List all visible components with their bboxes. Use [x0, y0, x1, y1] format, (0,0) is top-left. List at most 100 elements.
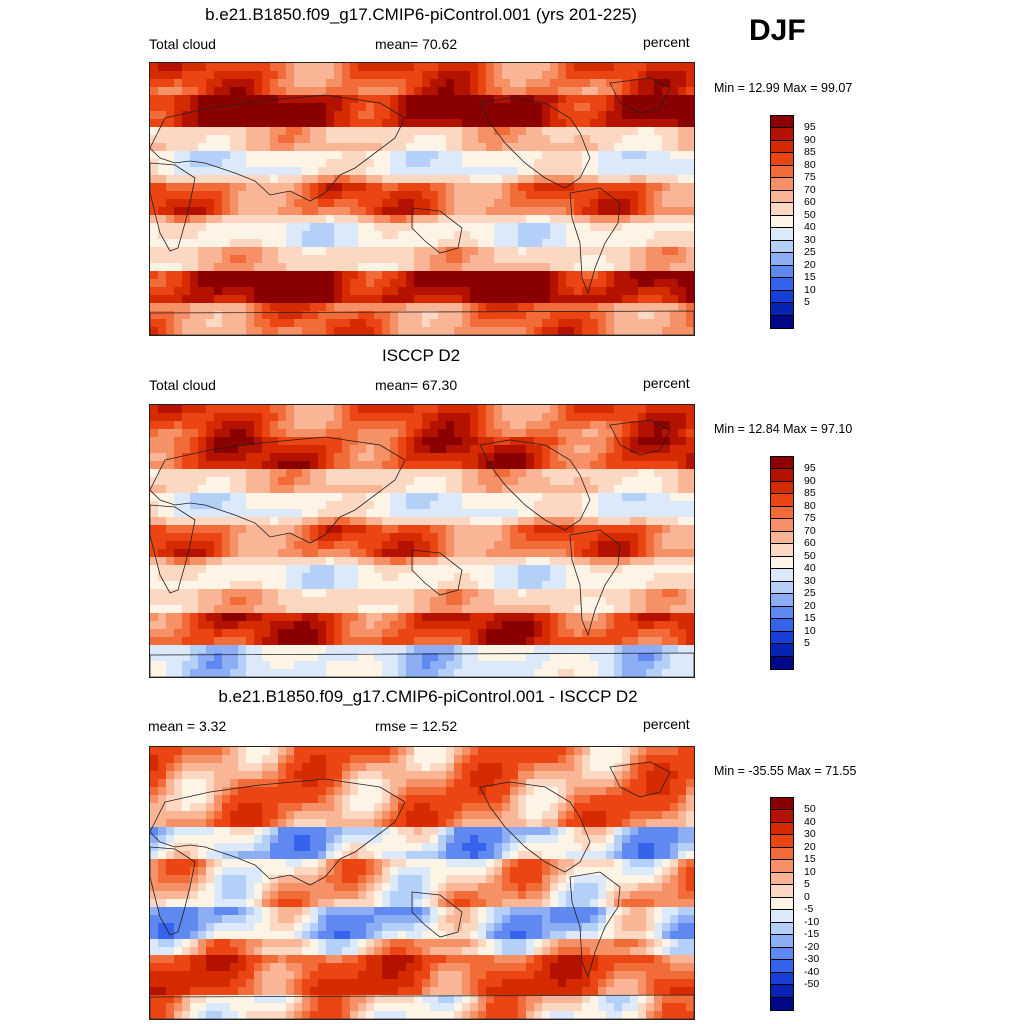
field-cell	[150, 319, 159, 328]
field-cell	[430, 653, 439, 662]
field-cell	[230, 565, 239, 574]
field-cell	[654, 485, 663, 494]
field-cell	[390, 215, 399, 224]
field-cell	[334, 271, 343, 280]
field-cell	[150, 645, 159, 654]
field-cell	[342, 549, 351, 558]
field-cell	[630, 605, 639, 614]
field-cell	[398, 541, 407, 550]
field-cell	[630, 279, 639, 288]
field-cell	[550, 143, 559, 152]
field-cell	[534, 263, 543, 272]
field-cell	[294, 763, 303, 772]
field-cell	[318, 779, 327, 788]
field-cell	[214, 613, 223, 622]
field-cell	[190, 637, 199, 646]
field-cell	[206, 175, 215, 184]
field-cell	[174, 763, 183, 772]
field-cell	[638, 119, 647, 128]
field-cell	[654, 771, 663, 780]
field-cell	[686, 493, 694, 502]
field-cell	[486, 327, 495, 335]
field-cell	[206, 87, 215, 96]
field-cell	[454, 175, 463, 184]
field-cell	[662, 621, 671, 630]
field-cell	[382, 95, 391, 104]
field-cell	[174, 103, 183, 112]
field-cell	[686, 71, 694, 80]
field-cell	[670, 255, 679, 264]
field-cell	[422, 501, 431, 510]
field-cell	[470, 437, 479, 446]
field-cell	[294, 565, 303, 574]
field-cell	[150, 263, 159, 272]
field-cell	[630, 581, 639, 590]
field-cell	[302, 629, 311, 638]
field-cell	[518, 151, 527, 160]
field-cell	[630, 589, 639, 598]
field-cell	[382, 453, 391, 462]
field-cell	[166, 597, 175, 606]
field-cell	[382, 303, 391, 312]
field-cell	[150, 779, 159, 788]
colorbar-swatch	[771, 569, 793, 582]
field-cell	[590, 103, 599, 112]
field-cell	[366, 501, 375, 510]
field-cell	[222, 311, 231, 320]
field-cell	[374, 645, 383, 654]
field-cell	[358, 111, 367, 120]
field-cell	[374, 541, 383, 550]
field-cell	[462, 295, 471, 304]
field-cell	[582, 183, 591, 192]
field-cell	[358, 327, 367, 335]
field-cell	[614, 159, 623, 168]
field-cell	[510, 597, 519, 606]
field-cell	[334, 111, 343, 120]
field-cell	[574, 159, 583, 168]
field-cell	[534, 517, 543, 526]
field-cell	[662, 469, 671, 478]
field-cell	[294, 319, 303, 328]
field-cell	[286, 111, 295, 120]
field-cell	[262, 413, 271, 422]
field-cell	[158, 95, 167, 104]
field-cell	[262, 223, 271, 232]
field-cell	[222, 453, 231, 462]
field-cell	[454, 159, 463, 168]
field-cell	[206, 549, 215, 558]
field-cell	[382, 421, 391, 430]
field-cell	[438, 127, 447, 136]
field-cell	[478, 605, 487, 614]
field-cell	[646, 445, 655, 454]
field-cell	[294, 581, 303, 590]
field-cell	[318, 119, 327, 128]
field-cell	[150, 653, 159, 662]
field-cell	[630, 405, 639, 414]
field-cell	[622, 303, 631, 312]
field-cell	[502, 517, 511, 526]
field-cell	[526, 565, 535, 574]
field-cell	[334, 771, 343, 780]
field-cell	[286, 167, 295, 176]
field-cell	[446, 175, 455, 184]
field-cell	[438, 565, 447, 574]
field-cell	[302, 469, 311, 478]
field-cell	[374, 263, 383, 272]
field-cell	[614, 565, 623, 574]
field-cell	[606, 517, 615, 526]
field-cell	[398, 87, 407, 96]
field-cell	[382, 429, 391, 438]
field-cell	[438, 311, 447, 320]
field-cell	[414, 207, 423, 216]
field-cell	[166, 613, 175, 622]
field-cell	[606, 223, 615, 232]
field-cell	[510, 661, 519, 670]
field-cell	[438, 763, 447, 772]
field-cell	[406, 263, 415, 272]
field-cell	[582, 613, 591, 622]
field-cell	[310, 151, 319, 160]
field-cell	[278, 295, 287, 304]
field-cell	[414, 589, 423, 598]
field-cell	[182, 493, 191, 502]
field-cell	[670, 135, 679, 144]
